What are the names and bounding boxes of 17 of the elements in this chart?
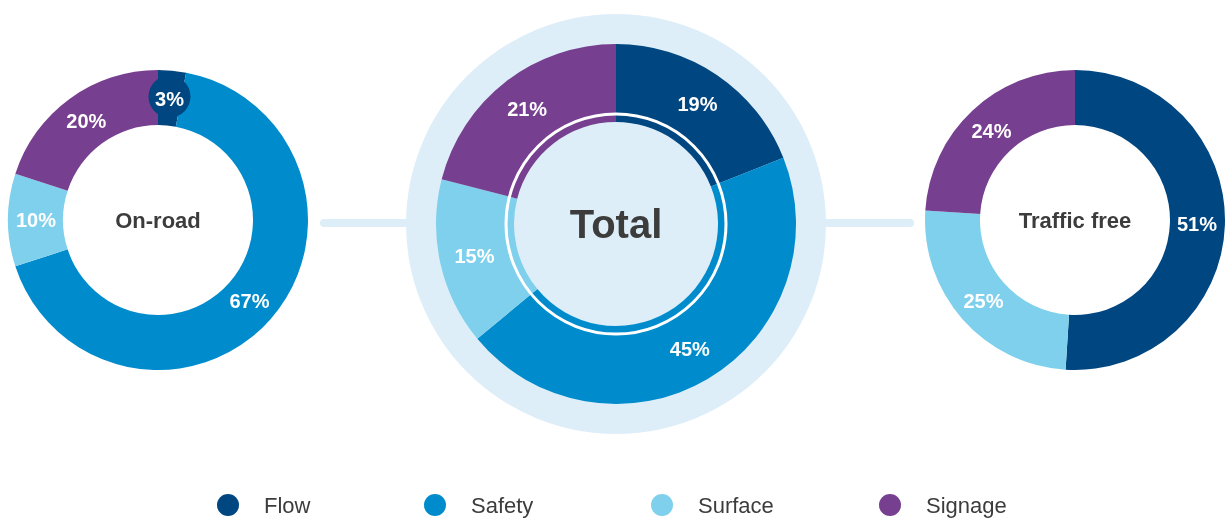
legend-label: Flow	[264, 492, 311, 518]
data-label: 51%	[1176, 212, 1218, 235]
data-label: 19%	[677, 93, 718, 116]
data-label: 24%	[971, 120, 1012, 143]
data-label: 67%	[229, 289, 270, 312]
data-label: 21%	[507, 98, 548, 121]
slice-label: On-road	[115, 207, 201, 233]
data-label: 15%	[454, 244, 495, 267]
legend-label: Signage	[926, 492, 1007, 518]
legend-label: Safety	[471, 492, 534, 518]
slice-label: Traffic free	[1018, 207, 1132, 233]
data-label: 10%	[15, 209, 57, 231]
data-label: 20%	[66, 110, 107, 133]
legend-label: Surface	[698, 492, 774, 518]
slice-label: Total	[569, 202, 663, 246]
data-label: 45%	[669, 337, 711, 360]
data-label: 25%	[963, 289, 1004, 312]
